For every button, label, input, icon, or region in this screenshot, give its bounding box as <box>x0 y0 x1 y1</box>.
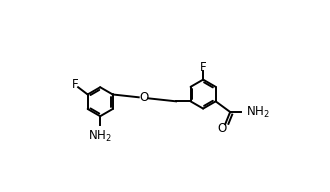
Text: F: F <box>200 60 207 74</box>
Text: F: F <box>72 78 79 91</box>
Text: NH$_2$: NH$_2$ <box>246 104 270 120</box>
Text: NH$_2$: NH$_2$ <box>88 129 112 144</box>
Text: O: O <box>217 122 227 135</box>
Text: O: O <box>140 91 149 104</box>
